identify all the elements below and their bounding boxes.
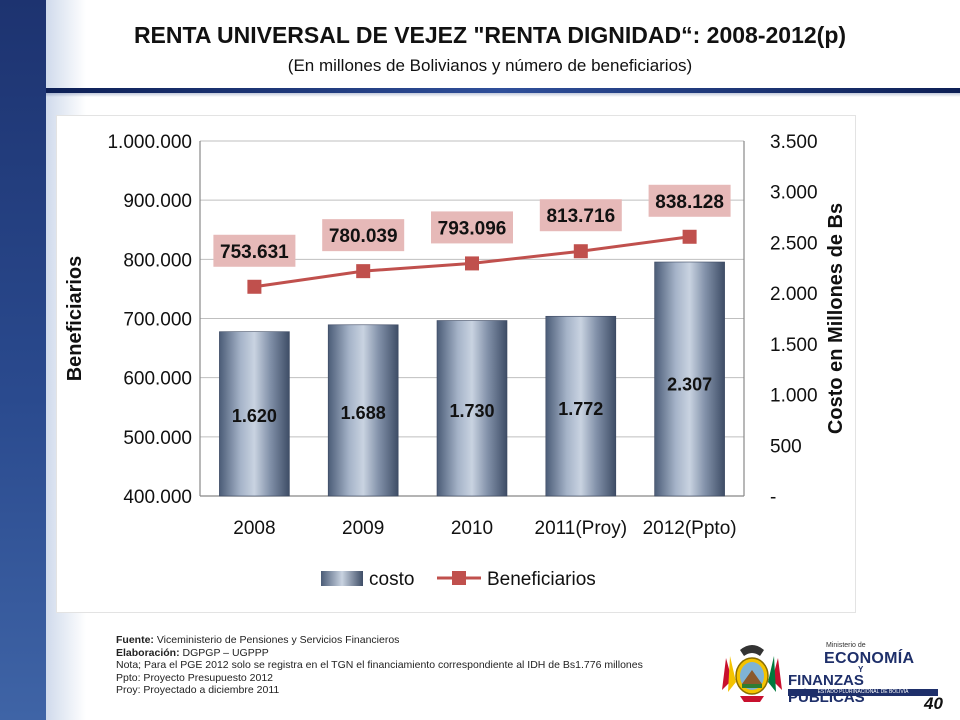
ministry-y: Y xyxy=(858,665,864,674)
line-value-label: 780.039 xyxy=(329,226,398,247)
line-label-box xyxy=(322,219,405,252)
line-value-label: 753.631 xyxy=(220,242,289,263)
y2-tick-label: 1.500 xyxy=(770,335,818,356)
y2-axis-title: Costo en Millones de Bs xyxy=(825,203,847,434)
note-prepared: Elaboración: DGPGP – UGPPP xyxy=(116,647,736,660)
note-prepared-label: Elaboración: xyxy=(116,646,180,659)
bar xyxy=(654,261,725,497)
x-tick-label: 2010 xyxy=(451,518,493,539)
note-ppto: Ppto: Proyecto Presupuesto 2012 xyxy=(116,671,274,684)
note-source-text: Viceministerio de Pensiones y Servicios … xyxy=(156,634,400,646)
line-point xyxy=(247,279,262,294)
page-title: RENTA UNIVERSAL DE VEJEZ "RENTA DIGNIDAD… xyxy=(133,22,847,48)
y2-tick-label: 2.000 xyxy=(770,284,818,305)
ministry-economia: ECONOMÍA xyxy=(824,650,915,667)
bar xyxy=(436,320,508,497)
y2-tick-label: - xyxy=(770,487,776,508)
bolivia-crest-icon xyxy=(722,645,782,702)
bar-value-label: 1.730 xyxy=(449,401,494,421)
line-point xyxy=(573,244,588,259)
bar-value-label: 1.688 xyxy=(341,403,386,423)
note-source-label: Fuente: xyxy=(116,634,154,646)
line-point xyxy=(356,264,371,279)
line-point xyxy=(682,229,697,244)
bar xyxy=(327,324,399,497)
page-subtitle: (En millones de Bolivianos y número de b… xyxy=(287,56,693,75)
line-label-box xyxy=(648,184,731,217)
line-label-box xyxy=(213,234,296,267)
page-number: 40 xyxy=(924,694,943,713)
bar xyxy=(219,331,290,497)
y-tick-label: 1.000.000 xyxy=(107,132,192,153)
footnotes: Fuente: Viceministerio de Pensiones y Se… xyxy=(116,634,736,697)
line-point xyxy=(465,256,479,271)
legend-bar-swatch xyxy=(321,571,363,586)
bar xyxy=(545,315,617,497)
line-label-box xyxy=(431,211,513,244)
y2-tick-label: 2.500 xyxy=(770,233,818,254)
note-source: Fuente: Viceministerio de Pensiones y Se… xyxy=(116,634,736,647)
y-tick-label: 600.000 xyxy=(123,369,192,390)
bar-value-label: 1.620 xyxy=(232,406,277,426)
y-tick-label: 900.000 xyxy=(123,191,192,212)
y2-tick-label: 3.000 xyxy=(770,183,818,204)
ministry-state: ESTADO PLURINACIONAL DE BOLIVIA xyxy=(788,689,938,696)
y2-tick-label: 500 xyxy=(770,436,802,457)
left-stripe xyxy=(0,0,46,720)
legend-line-marker xyxy=(452,571,466,585)
legend-beneficiarios: Beneficiarios xyxy=(487,569,596,590)
bar-value-label: 2.307 xyxy=(667,375,712,395)
y-tick-label: 700.000 xyxy=(123,310,192,331)
x-tick-label: 2012(Ppto) xyxy=(643,518,737,539)
header-rule xyxy=(46,88,960,93)
y2-tick-label: 3.500 xyxy=(770,132,818,153)
line-value-label: 813.716 xyxy=(546,206,615,227)
line-value-label: 838.128 xyxy=(655,192,724,213)
y-tick-label: 400.000 xyxy=(123,487,192,508)
note-proy: Proy: Proyectado a diciembre 2011 xyxy=(116,684,280,697)
y-tick-label: 800.000 xyxy=(123,250,192,271)
x-tick-label: 2011(Proy) xyxy=(535,518,628,539)
combo-chart: 1.620 1.688 1.730 1.772 2.307 753.631 780.039… xyxy=(64,132,847,590)
note-prepared-text: DGPGP – UGPPP xyxy=(182,646,269,659)
ministry-small: Ministerio de xyxy=(826,642,866,649)
legend-costo: costo xyxy=(369,569,414,590)
y2-tick-label: 1.000 xyxy=(770,386,818,407)
y-axis-title: Beneficiarios xyxy=(64,256,86,382)
line-label-box xyxy=(539,199,622,232)
x-tick-label: 2008 xyxy=(233,518,275,539)
x-tick-label: 2009 xyxy=(342,518,384,539)
line-value-label: 793.096 xyxy=(438,218,507,239)
chart-panel: 1.620 1.688 1.730 1.772 2.307 753.631 780.039… xyxy=(56,115,856,613)
ministry-logo: Ministerio de ECONOMÍA Y FINANZAS PÚBLIC… xyxy=(786,638,941,706)
header-rule-shadow xyxy=(46,93,960,97)
y-tick-label: 500.000 xyxy=(123,428,192,449)
bar-value-label: 1.772 xyxy=(558,399,603,419)
note-pge: Nota; Para el PGE 2012 solo se registra … xyxy=(116,659,643,672)
